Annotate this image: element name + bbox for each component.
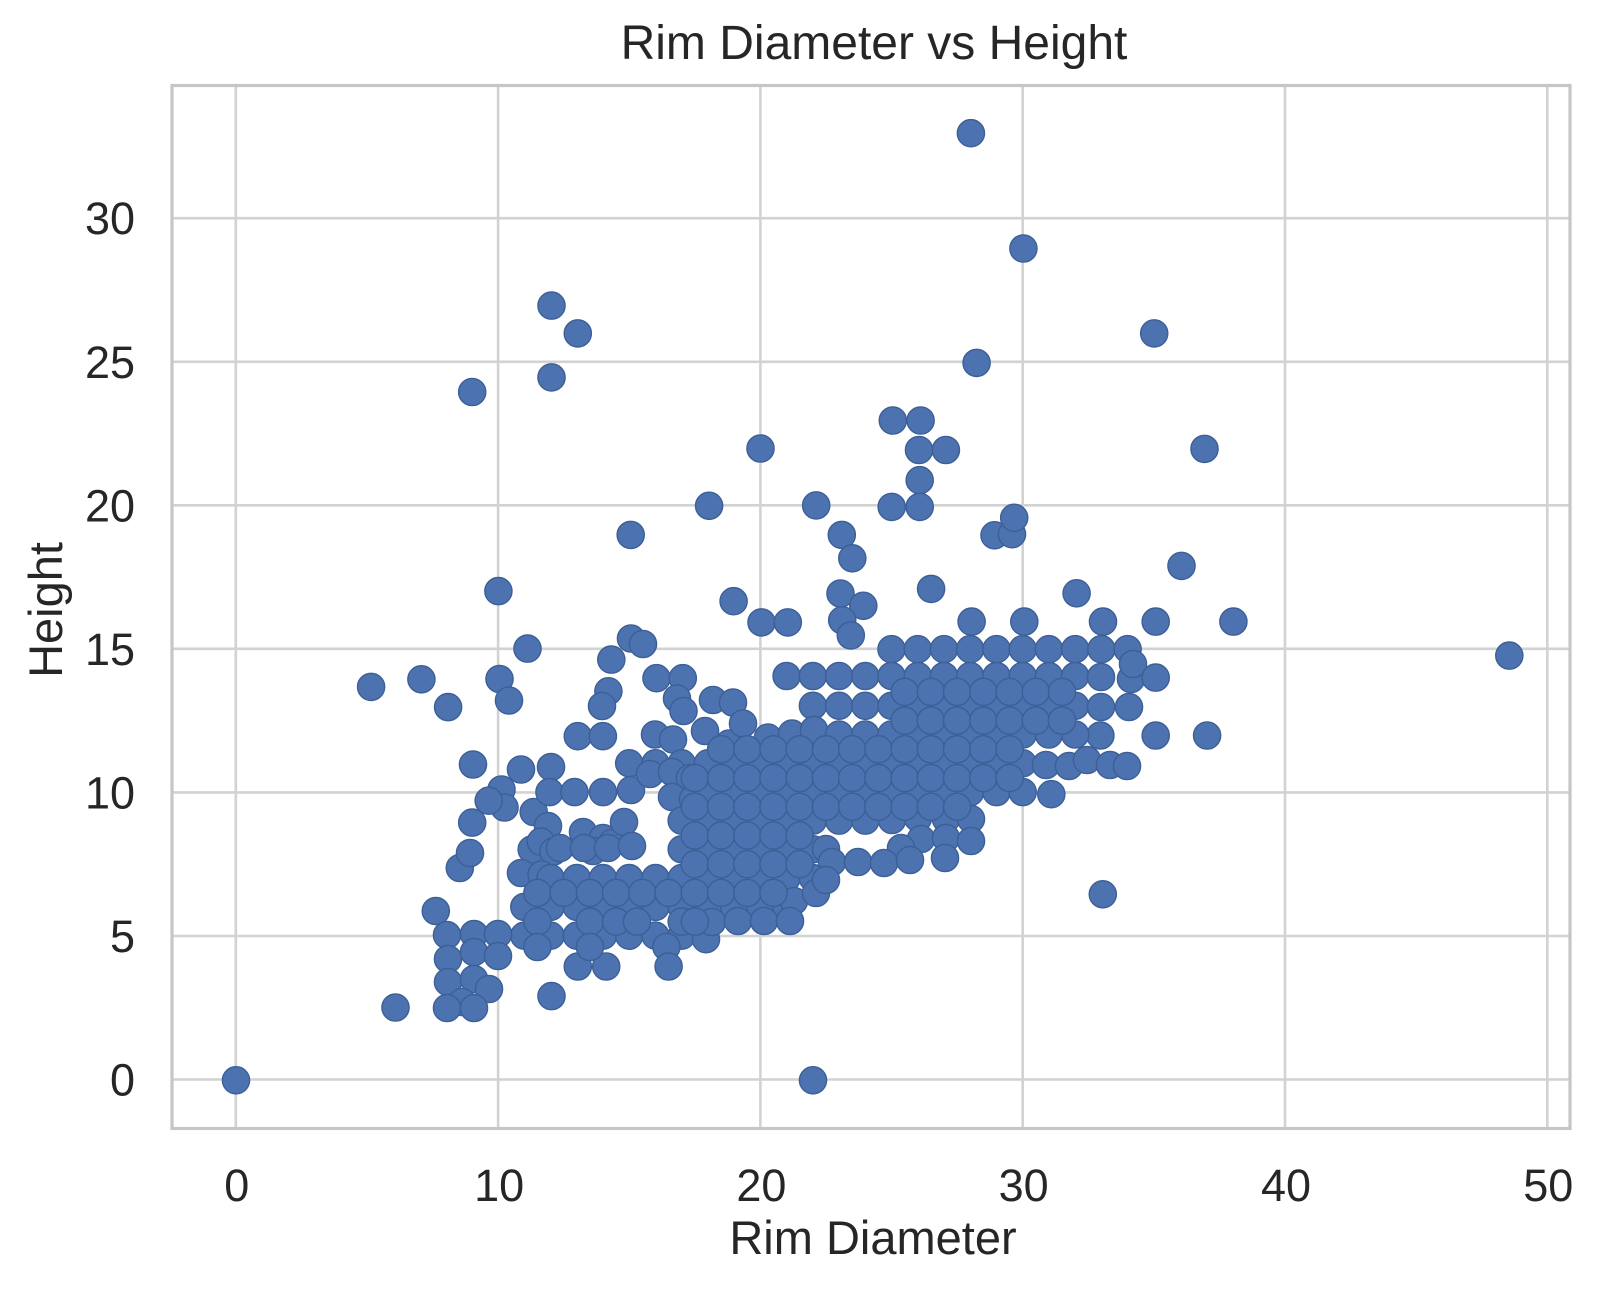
svg-text:25: 25 <box>85 337 135 388</box>
svg-text:20: 20 <box>736 1160 786 1211</box>
svg-text:0: 0 <box>110 1055 135 1106</box>
svg-text:20: 20 <box>85 480 135 531</box>
svg-text:5: 5 <box>110 911 135 962</box>
svg-text:10: 10 <box>85 767 135 818</box>
svg-text:Height: Height <box>19 542 72 678</box>
svg-text:Rim Diameter: Rim Diameter <box>729 1211 1016 1264</box>
svg-text:10: 10 <box>474 1160 524 1211</box>
svg-text:50: 50 <box>1523 1160 1573 1211</box>
svg-text:30: 30 <box>85 193 135 244</box>
svg-text:15: 15 <box>85 624 135 675</box>
svg-text:40: 40 <box>1261 1160 1311 1211</box>
svg-text:30: 30 <box>999 1160 1049 1211</box>
svg-text:Rim Diameter vs Height: Rim Diameter vs Height <box>621 17 1128 70</box>
svg-text:0: 0 <box>224 1160 249 1211</box>
